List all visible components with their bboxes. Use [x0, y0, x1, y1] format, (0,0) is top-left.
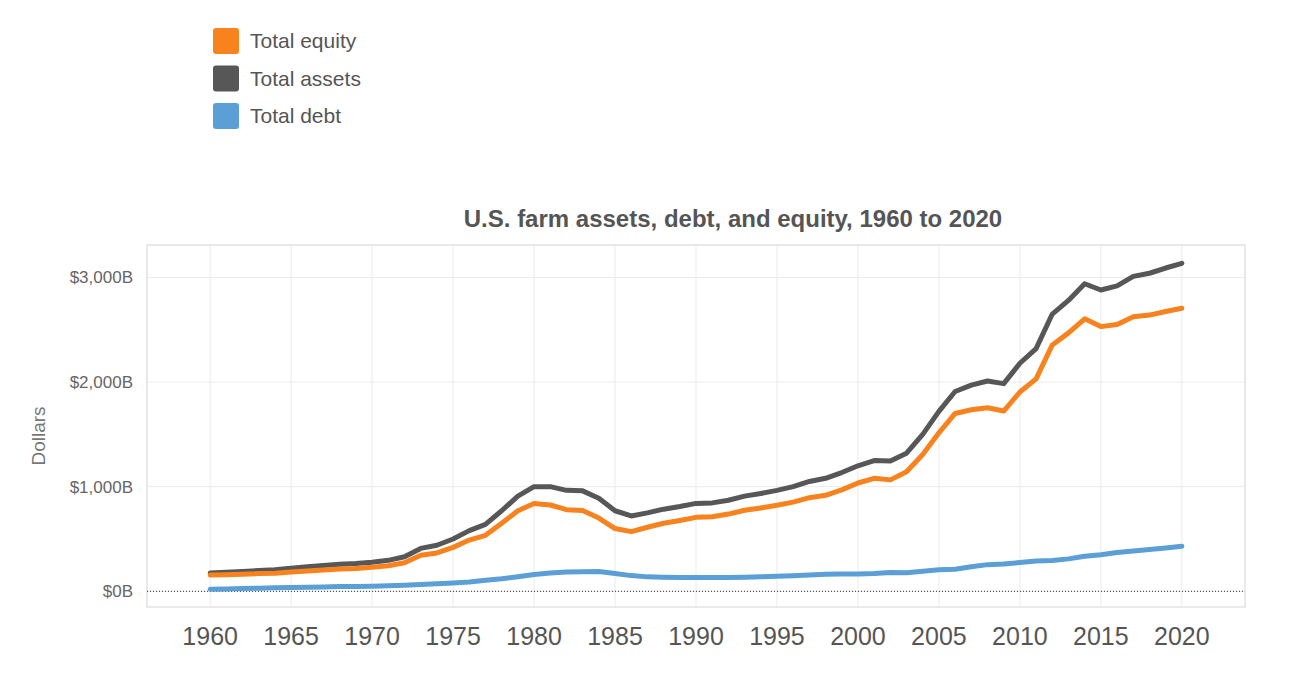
y-tick-label: $1,000B	[70, 478, 133, 497]
x-grid-line	[857, 245, 858, 607]
x-tick-label: 1990	[668, 622, 724, 650]
x-tick-label: 2020	[1154, 622, 1210, 650]
x-grid-line	[776, 245, 777, 607]
y-grid-line	[147, 277, 1245, 278]
x-grid-line	[1181, 245, 1182, 607]
x-grid-line	[938, 245, 939, 607]
series-line	[210, 308, 1182, 575]
x-tick-label: 1960	[182, 622, 238, 650]
x-tick-label: 1965	[263, 622, 319, 650]
chart: Total equity Total assets Total debt U.S. f…	[0, 0, 1301, 677]
x-tick-label: 1970	[344, 622, 400, 650]
x-grid-line	[453, 245, 454, 607]
x-tick-label: 1985	[587, 622, 643, 650]
x-tick-label: 1975	[425, 622, 481, 650]
legend-swatch	[213, 103, 239, 129]
x-tick-label: 1980	[506, 622, 562, 650]
x-grid-line	[210, 245, 211, 607]
x-grid-line	[372, 245, 373, 607]
title: U.S. farm assets, debt, and equity, 1960…	[464, 205, 1002, 232]
legend-item: Total equity	[213, 28, 357, 54]
x-tick-label: 2000	[830, 622, 886, 650]
y-axis-label: Dollars	[28, 406, 49, 465]
legend-swatch	[213, 28, 239, 54]
x-grid-line	[615, 245, 616, 607]
legend-label: Total debt	[250, 104, 341, 127]
legend-item: Total assets	[213, 66, 361, 92]
y-tick-label: $3,000B	[70, 268, 133, 287]
y-grid-line	[147, 591, 1245, 592]
legend-label: Total equity	[250, 29, 357, 52]
y-grid-line	[147, 382, 1245, 383]
legend-item: Total debt	[213, 103, 341, 129]
x-tick-label: 2015	[1073, 622, 1129, 650]
zero-line	[147, 591, 1245, 592]
y-tick-label: $0B	[103, 582, 133, 601]
y-tick-label: $2,000B	[70, 373, 133, 392]
grid	[147, 245, 1245, 607]
x-grid-line	[291, 245, 292, 607]
series-line	[210, 263, 1182, 573]
x-grid-line	[696, 245, 697, 607]
x-tick-label: 2005	[911, 622, 967, 650]
x-tick-label: 1995	[749, 622, 805, 650]
series-group	[210, 263, 1182, 589]
legend-label: Total assets	[250, 67, 361, 90]
plot-frame	[147, 245, 1245, 607]
legend-swatch	[213, 66, 239, 92]
x-grid-line	[1019, 245, 1020, 607]
x-tick-label: 2010	[992, 622, 1048, 650]
x-grid-line	[534, 245, 535, 607]
y-grid-line	[147, 486, 1245, 487]
